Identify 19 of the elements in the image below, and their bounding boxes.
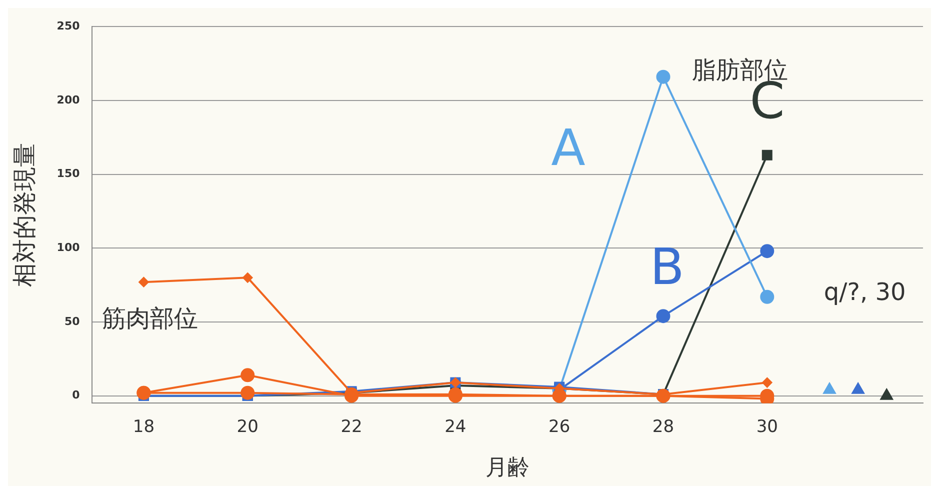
y-tick-label: 200 (56, 93, 80, 106)
y-tick-label: 150 (56, 167, 80, 180)
series-label: A (551, 118, 586, 177)
x-axis-title: 月齢 (485, 456, 530, 481)
x-tick-label: 20 (236, 416, 258, 437)
x-tick-label: 22 (340, 416, 362, 437)
annotation: 筋肉部位 (102, 304, 198, 333)
x-tick-label: 24 (444, 416, 466, 437)
y-tick-label: 250 (56, 19, 80, 32)
series-label: B (650, 238, 684, 296)
y-tick-label: 0 (72, 388, 80, 402)
y-axis-title: 相対的発現量 (10, 142, 39, 287)
x-tick-label: 18 (132, 416, 155, 437)
y-tick-label: 50 (64, 314, 80, 328)
x-tick-label: 28 (652, 416, 674, 437)
x-tick-label: 30 (756, 416, 778, 437)
y-tick-label: 100 (56, 240, 80, 254)
annotation: q/?, 30 (824, 278, 906, 306)
x-tick-label: 26 (548, 416, 570, 437)
